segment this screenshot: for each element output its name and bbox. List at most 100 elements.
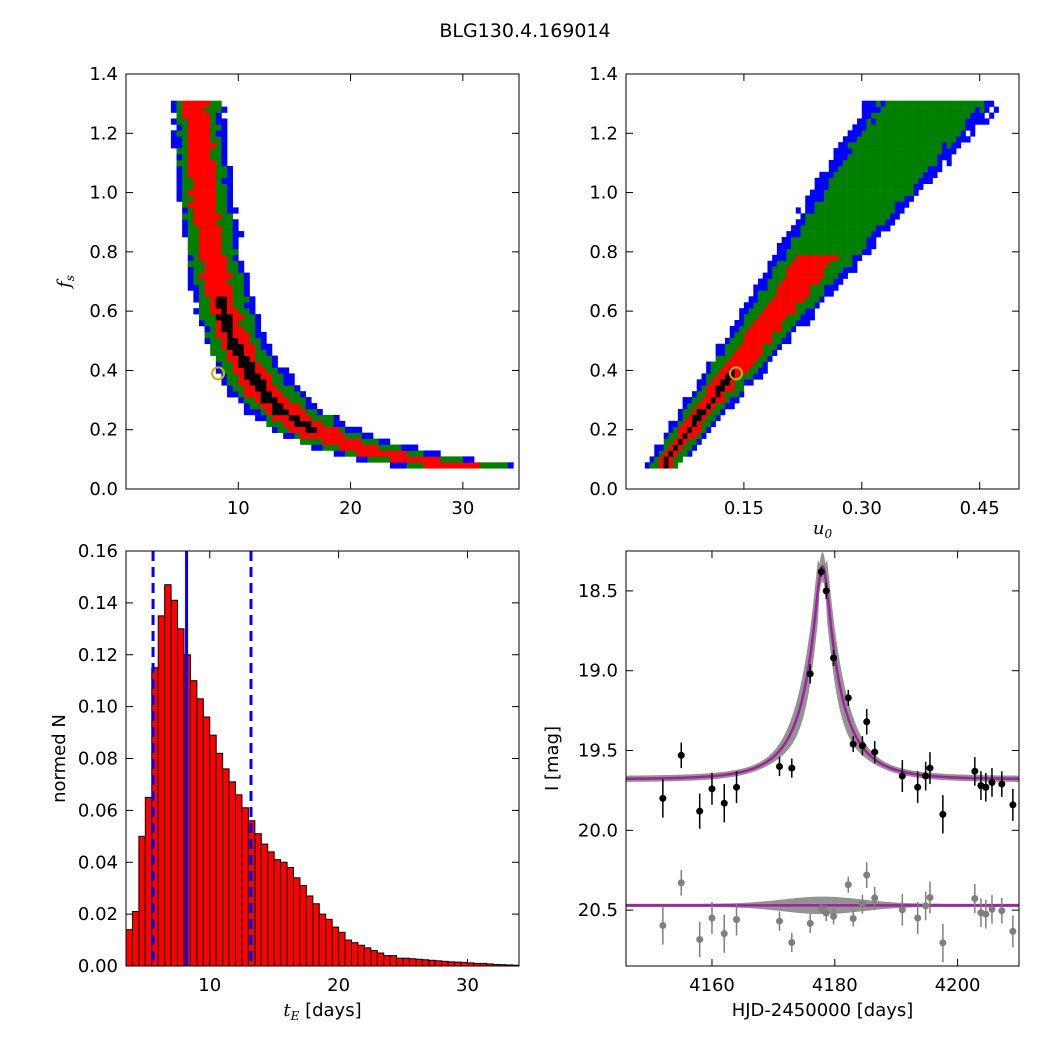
posterior-cell <box>215 331 222 339</box>
posterior-cell <box>866 148 872 155</box>
posterior-cell <box>956 142 962 149</box>
histogram-bar <box>370 949 378 967</box>
posterior-cell <box>842 165 848 173</box>
posterior-cell <box>805 296 811 303</box>
posterior-cell <box>255 343 262 350</box>
posterior-cell <box>266 349 273 356</box>
posterior-cell <box>809 278 815 285</box>
posterior-cell <box>866 231 872 238</box>
posterior-cell <box>187 237 194 244</box>
posterior-cell <box>333 426 340 433</box>
posterior-cell <box>215 314 222 321</box>
posterior-cell <box>412 450 419 457</box>
posterior-cell <box>187 136 194 143</box>
posterior-cell <box>221 154 228 161</box>
posterior-cell <box>215 248 222 256</box>
posterior-cell <box>271 414 278 422</box>
posterior-cell <box>417 456 424 463</box>
residual-point <box>858 900 866 908</box>
posterior-cell <box>249 408 256 416</box>
posterior-cell <box>238 272 245 279</box>
posterior-cell <box>946 142 952 149</box>
residual-point <box>733 916 741 924</box>
posterior-cell <box>828 165 834 173</box>
y-tick-label: 20.5 <box>578 900 618 921</box>
posterior-cell <box>894 213 900 220</box>
posterior-cell <box>880 130 886 137</box>
posterior-cell <box>221 148 228 155</box>
posterior-cell <box>776 320 782 327</box>
posterior-cell <box>932 171 938 179</box>
posterior-cell <box>227 171 233 179</box>
posterior-cell <box>182 219 189 226</box>
posterior-cell <box>838 219 844 226</box>
data-point <box>939 810 947 818</box>
posterior-cell <box>729 337 735 345</box>
posterior-cell <box>866 159 872 167</box>
posterior-cell <box>753 296 759 303</box>
posterior-cell <box>871 154 877 161</box>
posterior-cell <box>743 314 749 321</box>
histogram-bar <box>376 952 385 967</box>
posterior-cell <box>210 337 217 345</box>
posterior-cell <box>852 148 858 155</box>
posterior-cell <box>890 201 896 208</box>
posterior-cell <box>805 242 811 250</box>
posterior-cell <box>429 462 436 469</box>
posterior-cell <box>772 337 778 345</box>
posterior-cell <box>828 171 834 179</box>
posterior-cell <box>833 278 839 285</box>
posterior-cell <box>673 432 679 439</box>
posterior-cell <box>227 325 233 333</box>
posterior-cell <box>880 219 886 226</box>
residual-point <box>659 921 667 929</box>
posterior-cell <box>758 290 764 297</box>
posterior-cell <box>748 337 754 345</box>
posterior-cell <box>842 154 848 161</box>
posterior-cell <box>866 189 872 196</box>
x-tick-label: 30 <box>456 975 479 996</box>
posterior-cell <box>696 403 702 410</box>
posterior-cell <box>221 171 228 179</box>
posterior-cell <box>866 154 872 161</box>
posterior-cell <box>890 136 896 143</box>
posterior-cell <box>838 159 844 167</box>
posterior-cell <box>221 260 228 267</box>
posterior-cell <box>918 183 924 190</box>
posterior-cell <box>805 302 811 309</box>
posterior-cell <box>781 248 787 256</box>
posterior-cell <box>809 237 815 244</box>
posterior-cell <box>193 148 200 155</box>
histogram-bar <box>177 628 185 967</box>
posterior-cell <box>819 189 825 196</box>
posterior-cell <box>833 254 839 262</box>
residual-point <box>926 894 934 902</box>
posterior-cell <box>243 379 250 386</box>
posterior-cell <box>885 130 891 137</box>
posterior-cell <box>249 331 256 339</box>
posterior-cell <box>772 325 778 333</box>
posterior-cell <box>734 337 740 345</box>
posterior-cell <box>221 302 228 309</box>
posterior-cell <box>204 219 211 226</box>
posterior-cell <box>805 320 811 327</box>
posterior-cell <box>232 355 239 362</box>
posterior-cell <box>198 112 205 119</box>
posterior-cell <box>828 177 834 184</box>
posterior-cell <box>795 320 801 327</box>
posterior-cell <box>384 456 391 463</box>
posterior-cell <box>809 189 815 196</box>
posterior-cell <box>238 278 245 285</box>
posterior-cell <box>204 159 211 167</box>
posterior-cell <box>316 414 323 422</box>
posterior-cell <box>673 450 679 457</box>
posterior-cell <box>800 242 806 250</box>
posterior-cell <box>762 361 768 368</box>
posterior-cell <box>890 148 896 155</box>
histogram-bar <box>350 942 359 967</box>
posterior-cell <box>204 260 211 267</box>
posterior-cell <box>795 278 801 285</box>
posterior-cell <box>791 320 797 327</box>
posterior-cell <box>918 165 924 173</box>
posterior-cell <box>937 112 943 119</box>
